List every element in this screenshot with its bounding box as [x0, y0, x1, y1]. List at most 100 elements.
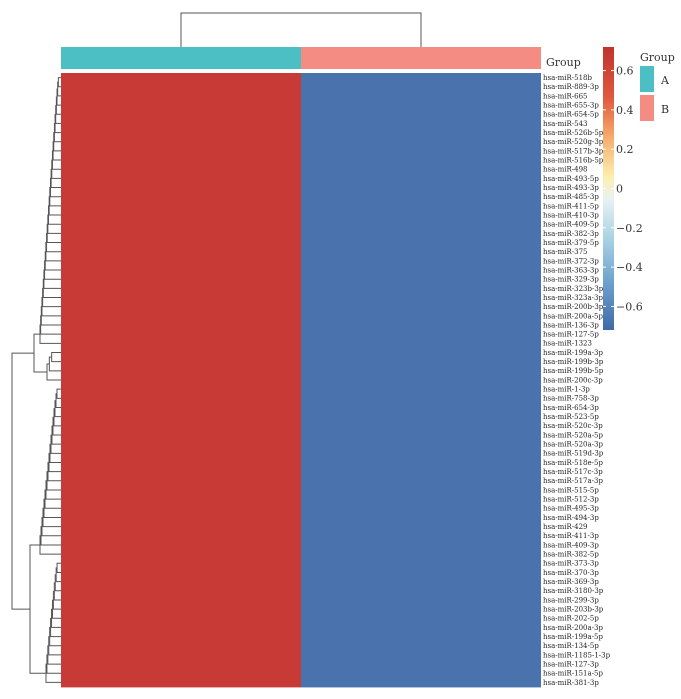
dendrogram-branch: [46, 223, 61, 244]
row-label: hsa-miR-379-5p: [543, 239, 599, 247]
heatmap-cell-a: [61, 531, 301, 541]
heatmap-cell-b: [301, 567, 541, 578]
heatmap-cell-b: [301, 558, 541, 569]
heatmap-cell-a: [61, 503, 301, 514]
row-label: hsa-miR-375: [543, 248, 588, 256]
heatmap-cell-b: [301, 164, 541, 175]
heatmap-cell-b: [301, 668, 541, 679]
heatmap-cell-b: [301, 91, 541, 101]
dendrogram-branch: [42, 287, 61, 308]
heatmap-cell-a: [61, 586, 301, 596]
heatmap-cell-b: [301, 109, 541, 120]
row-label: hsa-miR-889-3p: [543, 83, 599, 91]
heatmap-cell-b: [301, 302, 541, 312]
heatmap-cell-b: [301, 421, 541, 431]
heatmap-cell-b: [301, 512, 541, 523]
heatmap-cell-b: [301, 467, 541, 477]
legend-label-b: B: [661, 103, 669, 116]
heatmap-cell-b: [301, 118, 541, 129]
heatmap-cell-a: [61, 192, 301, 202]
legend-swatch-a: [640, 66, 654, 92]
row-label: hsa-miR-373-3p: [543, 560, 599, 568]
row-label: hsa-miR-1323: [543, 340, 592, 348]
row-label: hsa-miR-517a-3p: [543, 477, 604, 485]
heatmap-cell-b: [301, 402, 541, 413]
dendrogram-branch: [53, 123, 61, 143]
colorbar-tick-label: 0.6: [616, 65, 634, 78]
dendrogram-branch: [47, 645, 61, 665]
dendrogram-branch: [54, 114, 61, 134]
heatmap-cell-b: [301, 485, 541, 495]
heatmap-cell-a: [61, 366, 301, 376]
legend-title: Group: [640, 51, 675, 64]
row-label: hsa-miR-495-3p: [543, 505, 599, 513]
row-label: hsa-miR-199a-3p: [543, 349, 604, 357]
heatmap-cell-a: [61, 164, 301, 175]
heatmap-cell-b: [301, 448, 541, 459]
heatmap-cell-a: [61, 91, 301, 101]
dendrogram-branch: [56, 388, 61, 399]
heatmap-cell-b: [301, 622, 541, 633]
heatmap-cell-a: [61, 247, 301, 257]
row-label: hsa-miR-515-5p: [543, 486, 599, 494]
heatmap-cell-b: [301, 503, 541, 514]
row-label: hsa-miR-520a-5p: [543, 431, 604, 439]
heatmap-cell-a: [61, 228, 301, 239]
heatmap-cell-b: [301, 274, 541, 285]
heatmap-cell-b: [301, 137, 541, 147]
row-label: hsa-miR-520c-3p: [543, 422, 603, 430]
heatmap-cell-b: [301, 393, 541, 404]
row-label: hsa-miR-381-3p: [543, 679, 599, 687]
row-label: hsa-miR-299-3p: [543, 596, 599, 604]
row-label: hsa-miR-520g-3p: [543, 138, 604, 146]
heatmap-cell-b: [301, 595, 541, 605]
row-label: hsa-miR-494-3p: [543, 514, 599, 522]
heatmap-cell-a: [61, 650, 301, 660]
row-label: hsa-miR-517b-3p: [543, 147, 604, 155]
heatmap-cell-a: [61, 210, 301, 221]
heatmap-cell-b: [301, 430, 541, 440]
row-label: hsa-miR-655-3p: [543, 101, 599, 109]
heatmap-cell-b: [301, 677, 541, 688]
colorbar-tick-label: 0.4: [616, 104, 634, 117]
row-label: hsa-miR-758-3p: [543, 395, 599, 403]
dendrogram-branch: [56, 562, 61, 573]
colorbar-tick-label: −0.4: [616, 261, 643, 274]
heatmap-cell-a: [61, 393, 301, 404]
row-label: hsa-miR-485-3p: [543, 193, 599, 201]
heatmap-cell-a: [61, 549, 301, 560]
heatmap-cell-a: [61, 118, 301, 129]
heatmap-cell-a: [61, 173, 301, 184]
heatmap-cell-a: [61, 375, 301, 385]
row-label: hsa-miR-493-3p: [543, 184, 599, 192]
heatmap-cell-a: [61, 485, 301, 495]
heatmap-cell-a: [61, 476, 301, 486]
heatmap-cell-b: [301, 366, 541, 376]
row-label: hsa-miR-526b-5p: [543, 129, 604, 137]
heatmap-cell-a: [61, 622, 301, 633]
heatmap-cells: [61, 73, 541, 688]
row-labels: hsa-miR-518bhsa-miR-889-3phsa-miR-665hsa…: [543, 74, 611, 687]
heatmap-cell-a: [61, 283, 301, 294]
group-annotation-a: [61, 47, 301, 69]
heatmap-cell-b: [301, 82, 541, 92]
legend-label-a: A: [660, 74, 670, 87]
heatmap-cell-b: [301, 540, 541, 550]
heatmap-cell-b: [301, 613, 541, 624]
row-label: hsa-miR-523-5p: [543, 413, 599, 421]
row-label: hsa-miR-127-3p: [543, 660, 599, 668]
heatmap-cell-b: [301, 127, 541, 138]
heatmap-cell-a: [61, 127, 301, 138]
row-label: hsa-miR-203b-3p: [543, 606, 604, 614]
row-label: hsa-miR-654-3p: [543, 404, 599, 412]
heatmap-cell-a: [61, 540, 301, 550]
heatmap-cell-b: [301, 531, 541, 541]
heatmap-cell-a: [61, 632, 301, 642]
row-label: hsa-miR-409-3p: [543, 541, 599, 549]
heatmap-cell-b: [301, 311, 541, 321]
dendrogram-branch: [47, 214, 61, 234]
colorbar-ticks: 0.6 0.4 0.2 0 −0.2 −0.4 −0.6: [603, 65, 643, 313]
row-label: hsa-miR-200a-5p: [543, 312, 604, 320]
heatmap-cell-a: [61, 613, 301, 624]
